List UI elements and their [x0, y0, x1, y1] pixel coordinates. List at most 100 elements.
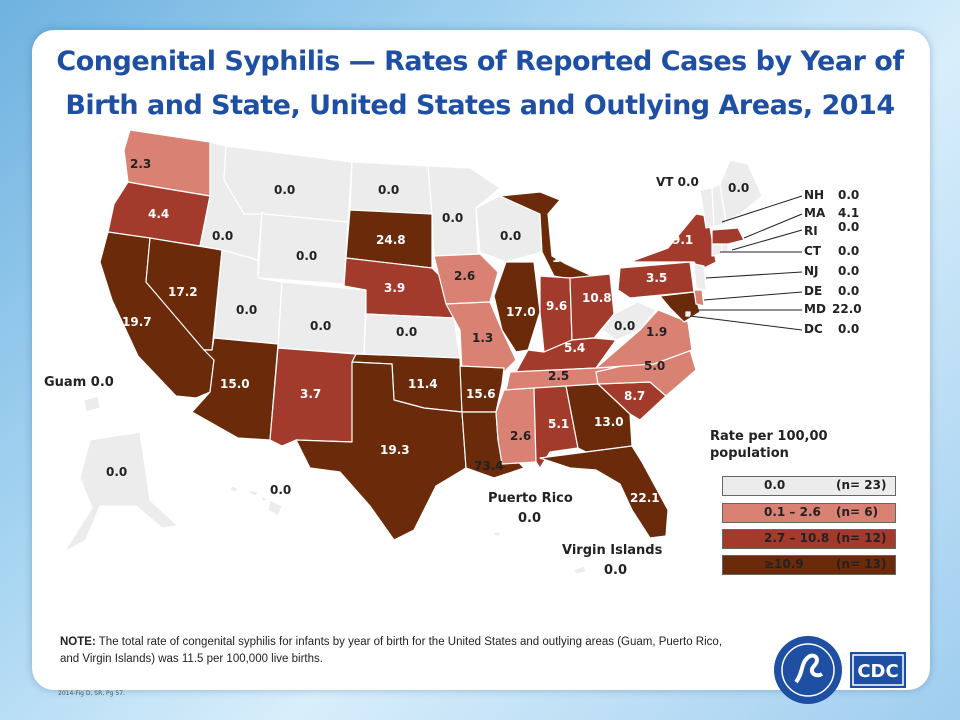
state-NJ: [693, 263, 707, 291]
state-CO: [277, 281, 367, 355]
legend-range: 0.0: [764, 478, 786, 492]
state-CT: [711, 243, 723, 257]
label-OK: 11.4: [408, 377, 438, 391]
legend-count: (n= 12): [836, 531, 887, 545]
label-ME: 0.0: [728, 181, 749, 195]
legend-count: (n= 23): [836, 478, 887, 492]
legend-count: (n= 13): [836, 557, 887, 571]
label-NM: 3.7: [300, 387, 321, 401]
label-puerto-rico-value: 0.0: [518, 511, 541, 526]
legend-title-line-2: population: [710, 446, 789, 461]
label-MO: 1.3: [472, 331, 493, 345]
label-FL: 22.1: [630, 491, 660, 505]
label-TN: 2.5: [548, 369, 569, 383]
northeast-row-MD: MD 22.0: [804, 302, 862, 316]
state-OH: [569, 273, 615, 341]
label-AK: 0.0: [106, 465, 127, 479]
legend-count: (n= 6): [836, 505, 879, 519]
ne-abbr: NH: [804, 188, 825, 202]
label-SD: 24.8: [376, 233, 406, 247]
label-AZ: 15.0: [220, 377, 250, 391]
label-MI: 13.3: [552, 251, 582, 265]
label-SC: 8.7: [624, 389, 645, 403]
state-FL: [539, 445, 669, 539]
ne-abbr: DC: [804, 322, 823, 336]
state-MA: [711, 227, 745, 245]
state-WY: [257, 211, 349, 285]
hawaii-island-1: [229, 485, 239, 493]
ne-abbr: RI: [804, 224, 818, 238]
label-VA: 1.9: [646, 325, 667, 339]
ne-abbr: MD: [804, 302, 826, 316]
label-VT: VT 0.0: [656, 175, 699, 189]
note-label: NOTE:: [60, 636, 96, 648]
state-IL: [493, 261, 541, 353]
label-OR: 4.4: [148, 207, 169, 221]
label-ND: 0.0: [378, 183, 399, 197]
guam-shape: [83, 395, 101, 413]
label-IA: 2.6: [454, 269, 475, 283]
label-HI: 0.0: [270, 483, 291, 497]
state-MI: [499, 191, 593, 283]
hawaii-island-2: [249, 489, 259, 497]
state-MO: [445, 301, 517, 373]
label-NV: 17.2: [168, 285, 198, 299]
label-KY: 5.4: [564, 341, 585, 355]
label-guam: Guam 0.0: [44, 375, 114, 390]
state-TX: [295, 361, 467, 541]
ne-value: 0.0: [838, 220, 860, 234]
ne-value: 4.1: [838, 206, 860, 220]
northeast-row-DE: DE 0.0: [804, 284, 859, 298]
label-CA: 19.7: [122, 315, 152, 329]
cdc-hhs-logo: CDC: [774, 636, 906, 704]
ne-abbr: MA: [804, 206, 826, 220]
label-NC: 5.0: [644, 359, 665, 373]
label-CO: 0.0: [310, 319, 331, 333]
northeast-row-RI: RI 0.0: [804, 220, 859, 238]
label-KS: 0.0: [396, 325, 417, 339]
ne-abbr: DE: [804, 284, 823, 298]
legend-swatch: [722, 503, 896, 523]
virgin-islands-shape: [573, 565, 587, 575]
hhs-seal-icon: [774, 636, 842, 704]
ne-value: 0.0: [838, 244, 860, 258]
ne-value: 0.0: [838, 264, 860, 278]
hawaii-island-4: [267, 499, 283, 517]
note-text: The total rate of congenital syphilis fo…: [60, 636, 723, 665]
legend-range: 2.7 – 10.8: [764, 531, 830, 545]
label-puerto-rico-name: Puerto Rico: [488, 491, 573, 506]
puerto-rico-shape: [493, 531, 501, 537]
label-MN: 0.0: [442, 211, 463, 225]
ne-value: 22.0: [832, 302, 862, 316]
label-NY: 9.1: [672, 233, 693, 247]
label-TX: 19.3: [380, 443, 410, 457]
label-virgin-islands-name: Virgin Islands: [562, 543, 663, 558]
legend-title: Rate per 100,00 population: [710, 428, 828, 462]
legend-item-low: 0.1 – 2.6 (n= 6): [722, 503, 896, 523]
label-AL: 5.1: [548, 417, 569, 431]
ne-value: 0.0: [838, 284, 860, 298]
cdc-logo-icon: [850, 652, 906, 688]
label-WY: 0.0: [296, 249, 317, 263]
state-MN: [427, 165, 501, 257]
northeast-row-CT: CT 0.0: [804, 244, 859, 258]
label-OH: 10.8: [582, 291, 612, 305]
label-GA: 13.0: [594, 415, 624, 429]
label-NE: 3.9: [384, 281, 405, 295]
cdc-logo-text: CDC: [857, 661, 898, 682]
label-AR: 15.6: [466, 387, 496, 401]
label-UT: 0.0: [236, 303, 257, 317]
state-NH: [711, 183, 727, 227]
ne-abbr: NJ: [804, 264, 819, 278]
state-PA: [617, 261, 695, 299]
source-citation: 2014-Fig D, SR, Pg 57.: [58, 690, 125, 697]
legend-range: ≥10.9: [764, 557, 804, 571]
state-WV: [601, 301, 657, 341]
northeast-row-NH: NH 0.0: [804, 188, 859, 202]
label-LA: 73.4: [474, 459, 504, 473]
label-ID: 0.0: [212, 229, 233, 243]
legend-title-line-1: Rate per 100,00: [710, 429, 828, 444]
title-line-2: Birth and State, United States and Outly…: [65, 90, 895, 121]
state-AK: [63, 431, 179, 553]
